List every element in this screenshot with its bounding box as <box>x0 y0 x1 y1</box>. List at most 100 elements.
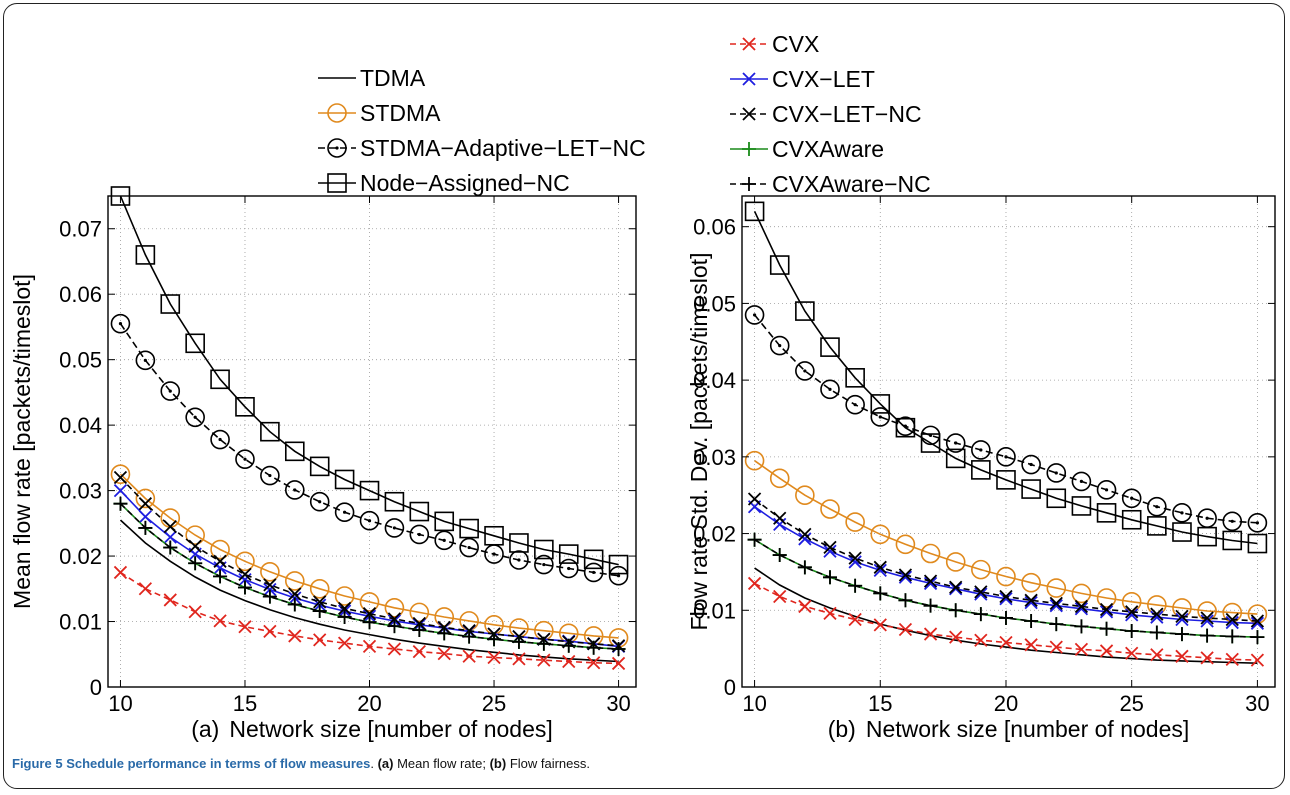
x-tick-label: 25 <box>1119 691 1143 716</box>
data-point <box>873 586 888 601</box>
data-point <box>747 532 762 547</box>
data-point <box>1071 471 1092 492</box>
x-tick-label: 10 <box>108 691 132 716</box>
data-point <box>434 607 455 627</box>
data-point <box>313 595 327 609</box>
plot-area <box>742 196 1275 687</box>
data-point <box>412 645 426 659</box>
data-point <box>384 597 405 618</box>
data-point <box>334 502 355 523</box>
data-point <box>138 520 153 535</box>
data-point <box>459 518 479 539</box>
data-point <box>945 433 966 453</box>
data-point <box>1225 612 1239 627</box>
data-point <box>185 407 205 428</box>
data-point <box>1247 533 1268 554</box>
data-point <box>898 622 913 637</box>
y-tick-label: 0.07 <box>59 217 102 242</box>
figure-caption: Figure 5 Schedule performance in terms o… <box>12 756 590 771</box>
data-point <box>558 544 579 564</box>
data-point <box>747 576 762 591</box>
data-point <box>1175 612 1189 627</box>
data-point <box>238 567 252 582</box>
data-point <box>1147 496 1167 517</box>
data-point <box>747 492 762 506</box>
data-point <box>1074 642 1089 657</box>
legend-item-tdma: TDMA <box>318 65 426 91</box>
legend-item-stdma: STDMA <box>318 100 441 126</box>
data-point <box>260 561 280 582</box>
data-point <box>949 630 963 644</box>
data-point <box>337 636 352 650</box>
data-point <box>188 556 203 571</box>
legend-swatch-marker <box>742 177 756 191</box>
data-point <box>1250 614 1265 628</box>
data-point <box>362 639 377 654</box>
data-point <box>973 607 988 622</box>
data-point <box>971 559 991 580</box>
data-point <box>823 540 837 555</box>
series-node-assigned-nc <box>110 186 629 575</box>
data-point <box>263 578 277 592</box>
data-point <box>1200 651 1214 665</box>
data-point <box>138 582 152 596</box>
data-point <box>848 551 862 565</box>
data-point <box>163 519 177 534</box>
data-point <box>1021 479 1041 499</box>
data-point <box>362 607 377 621</box>
x-axis-label: (b) Network size [number of nodes] <box>828 716 1190 742</box>
legend-label: STDMA <box>360 100 441 126</box>
data-point <box>260 421 280 442</box>
data-point <box>895 534 916 555</box>
data-point <box>462 629 477 644</box>
series-tdma <box>754 567 1258 664</box>
legend-item-cvxaware-nc: CVXAware−NC <box>730 171 931 197</box>
data-point <box>160 381 181 401</box>
data-point <box>923 627 938 641</box>
series-cvxaware-nc <box>113 496 626 657</box>
data-point <box>1250 653 1265 667</box>
data-point <box>412 623 427 638</box>
x-tick-label: 20 <box>357 691 381 716</box>
data-point <box>744 450 765 471</box>
legend-label: CVXAware−NC <box>772 171 931 197</box>
caption-label: Figure 5 <box>12 756 63 771</box>
data-point <box>185 333 205 354</box>
data-point <box>1024 638 1038 652</box>
data-point <box>387 619 402 634</box>
data-point <box>188 539 202 553</box>
data-point <box>534 554 554 575</box>
legend-label: CVX−LET <box>772 66 875 92</box>
x-axis-label: (a) Network size [number of nodes] <box>191 716 553 742</box>
legend-label: TDMA <box>360 65 426 91</box>
legend-label: CVXAware <box>772 136 884 162</box>
y-tick-label: 0 <box>90 675 102 700</box>
data-point <box>1147 516 1167 536</box>
data-point <box>611 642 626 657</box>
data-point <box>409 501 430 522</box>
data-point <box>1049 596 1063 611</box>
data-point <box>1074 619 1089 634</box>
data-point <box>288 587 302 601</box>
x-tick-label: 20 <box>994 691 1018 716</box>
plot-area <box>108 196 636 687</box>
data-point <box>135 488 156 509</box>
panel-b-flow-fairness: 10 15 20 25 30 0 0.01 0.02 0.03 0.04 0.05 0.06 (b) Ne… <box>686 195 1276 742</box>
data-point <box>284 480 305 500</box>
data-point <box>334 469 355 490</box>
data-point <box>744 305 765 325</box>
data-point <box>870 524 891 545</box>
data-point <box>1121 509 1142 530</box>
data-point <box>848 612 862 627</box>
legend-label: Node−Assigned−NC <box>360 170 570 196</box>
legend-item-stdma-adaptive-let-nc: STDMA−Adaptive−LET−NC <box>318 135 646 161</box>
data-point <box>138 497 152 511</box>
y-axis-label: Flow rate Std. Dev. [packets/timeslot] <box>686 253 712 631</box>
data-point <box>772 548 787 563</box>
figure-frame <box>3 3 1285 789</box>
x-tick-label: 25 <box>482 691 506 716</box>
legend-swatch-marker <box>742 107 756 121</box>
data-point <box>845 512 865 532</box>
x-axis-title: Network size [number of nodes] <box>866 716 1189 742</box>
caption-a-text: Mean flow rate; <box>393 756 490 771</box>
